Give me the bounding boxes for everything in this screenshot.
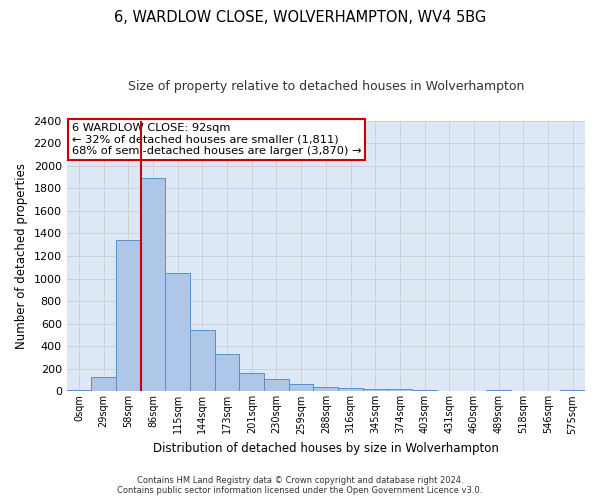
Text: Contains HM Land Registry data © Crown copyright and database right 2024.
Contai: Contains HM Land Registry data © Crown c… (118, 476, 482, 495)
Bar (239, 374, 264, 392)
Bar (91, 378, 116, 392)
Bar (388, 389, 412, 392)
X-axis label: Distribution of detached houses by size in Wolverhampton: Distribution of detached houses by size … (153, 442, 499, 455)
Y-axis label: Number of detached properties: Number of detached properties (15, 163, 28, 349)
Bar (560, 390, 585, 392)
Bar (363, 388, 388, 392)
Bar (166, 274, 190, 392)
Bar (141, 178, 166, 392)
Bar (190, 330, 215, 392)
Text: 6, WARDLOW CLOSE, WOLVERHAMPTON, WV4 5BG: 6, WARDLOW CLOSE, WOLVERHAMPTON, WV4 5BG (114, 10, 486, 25)
Text: 6 WARDLOW CLOSE: 92sqm
← 32% of detached houses are smaller (1,811)
68% of semi-: 6 WARDLOW CLOSE: 92sqm ← 32% of detached… (72, 124, 361, 156)
Bar (215, 354, 239, 392)
Bar (67, 390, 91, 392)
Bar (313, 387, 338, 392)
Bar (289, 384, 313, 392)
Bar (486, 390, 511, 392)
Bar (116, 240, 141, 392)
Bar (412, 390, 437, 392)
Bar (264, 379, 289, 392)
Title: Size of property relative to detached houses in Wolverhampton: Size of property relative to detached ho… (128, 80, 524, 93)
Bar (338, 388, 363, 392)
